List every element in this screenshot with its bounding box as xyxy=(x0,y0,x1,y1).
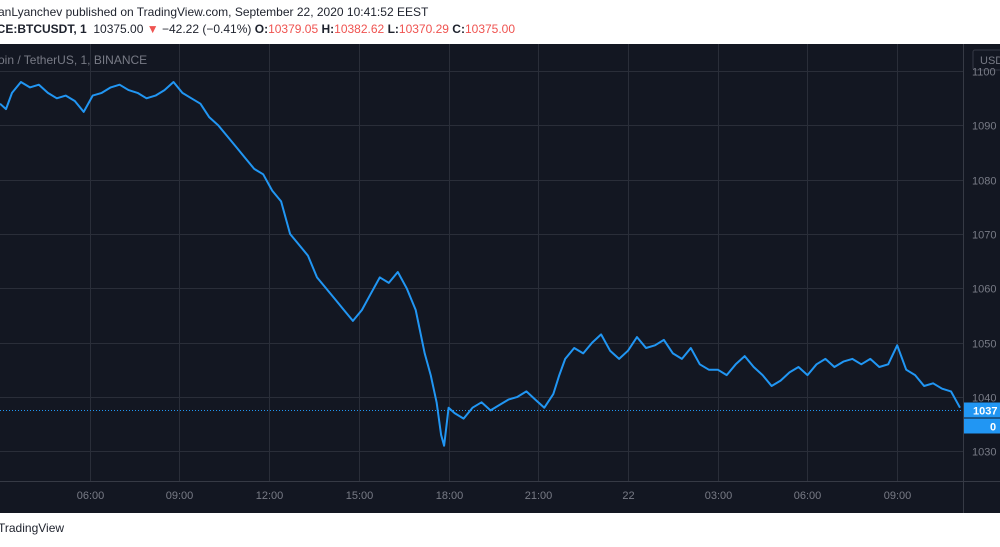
symbol-label: NCE:BTCUSDT, 1 xyxy=(0,22,87,36)
published-line: anLyanchev published on TradingView.com,… xyxy=(0,5,429,19)
grid-lines xyxy=(0,44,963,481)
low-value: 10370.29 xyxy=(398,22,449,36)
time-tick-label: 06:00 xyxy=(794,490,822,502)
close-label: C: xyxy=(452,22,465,36)
countdown-badge-text: 0 xyxy=(990,422,996,434)
time-tick-label: 09:00 xyxy=(166,490,194,502)
currency-button[interactable]: USD xyxy=(972,49,1000,71)
price-tick-label: 1040 xyxy=(972,393,996,405)
time-tick-label: 06:00 xyxy=(77,490,105,502)
price-tick-label: 1070 xyxy=(972,230,996,242)
symbol-watermark: oin / TetherUS, 1, BINANCE xyxy=(0,53,147,67)
tradingview-brand: TradingView xyxy=(0,521,65,535)
change-arrow-icon: ▼ xyxy=(146,22,159,36)
time-tick-label: 09:00 xyxy=(884,490,912,502)
open-label: O: xyxy=(254,22,269,36)
time-tick-label: 22 xyxy=(622,490,634,502)
low-label: L: xyxy=(387,22,399,36)
ohlc-line: NCE:BTCUSDT, 1 10375.00 ▼ −42.22 (−0.41%… xyxy=(0,22,515,36)
price-tick-label: 1060 xyxy=(972,284,996,296)
price-tick-label: 1080 xyxy=(972,176,996,188)
close-value: 10375.00 xyxy=(464,22,516,36)
last-price-value: 10375.00 xyxy=(93,22,144,36)
high-value: 10382.62 xyxy=(334,22,385,36)
time-tick-label: 03:00 xyxy=(705,490,733,502)
currency-label: USD xyxy=(980,55,1000,67)
price-tick-label: 1090 xyxy=(972,121,996,133)
change-value: −42.22 (−0.41%) xyxy=(161,22,252,36)
time-axis[interactable]: 06:00 09:00 12:00 15:00 18:00 21:00 22 03:00 06:… xyxy=(77,490,912,502)
footer: TradingView xyxy=(0,513,1000,547)
last-price-badge-text: 1037 xyxy=(973,406,997,418)
price-chart[interactable]: oin / TetherUS, 1, BINANCE USD 110010901… xyxy=(0,44,1000,513)
price-tick-label: 1100 xyxy=(972,67,996,79)
price-series-line xyxy=(0,81,961,447)
chart-header: anLyanchev published on TradingView.com,… xyxy=(0,0,1000,44)
price-tick-label: 1030 xyxy=(972,447,996,459)
time-tick-label: 12:00 xyxy=(256,490,284,502)
high-label: H: xyxy=(321,22,335,36)
last-price-badge: 1037 0 xyxy=(964,402,1000,434)
open-value: 10379.05 xyxy=(268,22,319,36)
time-tick-label: 21:00 xyxy=(525,490,553,502)
price-tick-label: 1050 xyxy=(972,339,996,351)
time-tick-label: 15:00 xyxy=(346,490,374,502)
time-tick-label: 18:00 xyxy=(436,490,464,502)
price-axis[interactable]: 1100 1090 1080 1070 1060 1050 1040 1030 xyxy=(972,67,996,459)
chart-background xyxy=(0,44,1000,513)
